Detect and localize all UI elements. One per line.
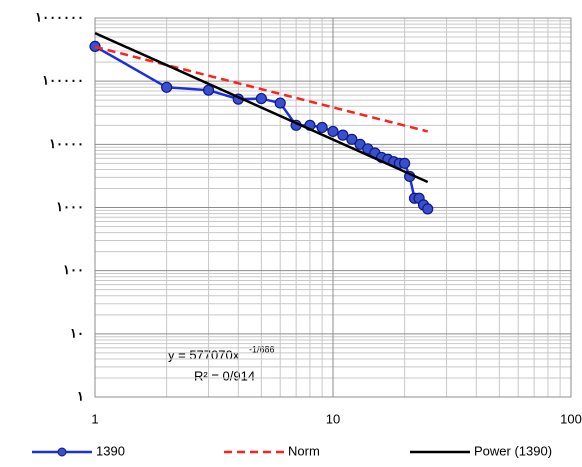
y-tick-label: ۱۰۰۰۰ xyxy=(49,136,84,151)
x-tick-label: 1 xyxy=(91,411,98,426)
data-point xyxy=(346,133,358,145)
legend-label: Norm xyxy=(288,443,320,458)
y-tick-label: ۱۰۰ xyxy=(63,262,84,277)
legend-marker xyxy=(57,447,67,457)
plot-border xyxy=(94,17,572,398)
legend-label: 1390 xyxy=(96,443,125,458)
equation: y = 577070x xyxy=(168,347,240,362)
data-point xyxy=(255,92,267,105)
series-line xyxy=(94,45,429,133)
data-point xyxy=(161,81,173,93)
y-tick-label: ۱۰ xyxy=(70,325,84,340)
y-tick-label: ۱۰۰۰۰۰ xyxy=(42,73,84,88)
data-point xyxy=(337,129,349,141)
data-point xyxy=(422,203,434,215)
x-tick-label: 100 xyxy=(560,411,582,426)
series-line xyxy=(94,31,429,184)
data-point xyxy=(327,125,339,138)
data-point xyxy=(274,97,286,109)
x-tick-label: 10 xyxy=(326,411,340,426)
y-tick-label: ۱۰۰۰ xyxy=(56,199,84,214)
y-tick-label: ۱۰۰۰۰۰۰ xyxy=(35,9,84,24)
r-squared: R² = 0/914 xyxy=(194,368,255,383)
grid xyxy=(94,17,572,398)
legend-label: Power (1390) xyxy=(474,443,552,458)
data-point xyxy=(399,157,411,169)
y-tick-label: ۱ xyxy=(77,388,84,403)
data-point xyxy=(316,121,328,134)
data-point xyxy=(89,40,101,53)
